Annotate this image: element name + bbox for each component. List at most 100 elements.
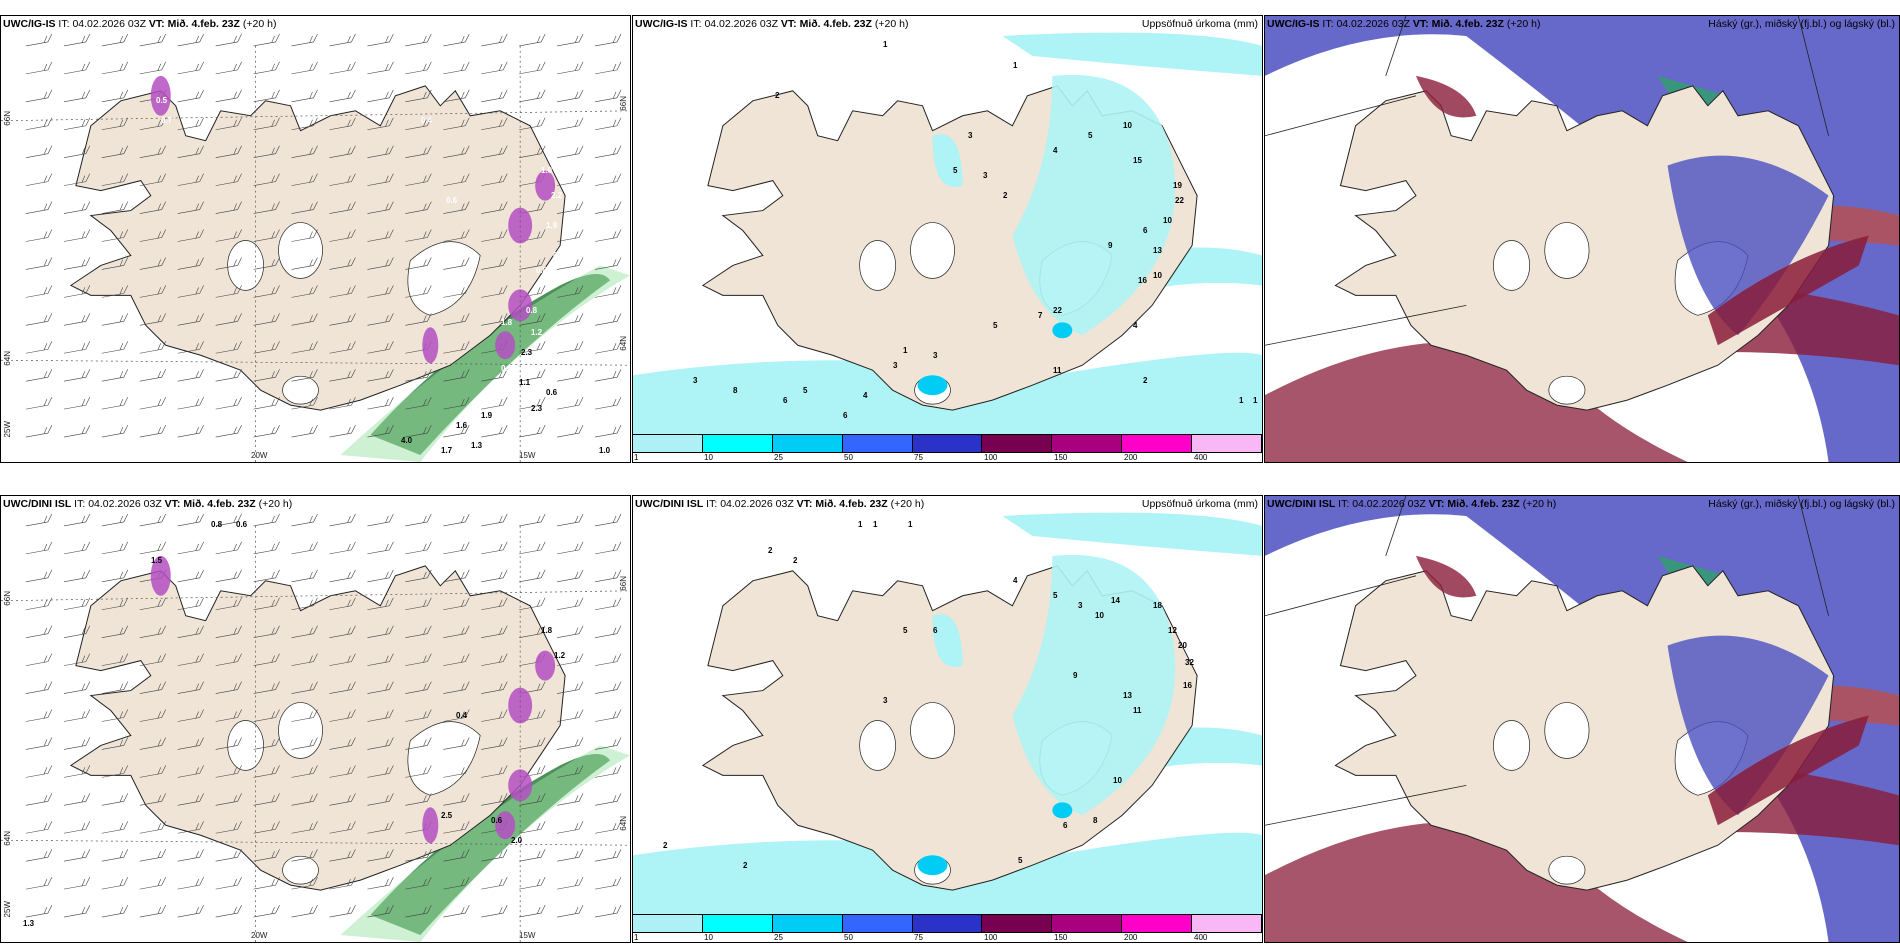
- legend-label: 150: [1054, 453, 1068, 462]
- wind-barb: [329, 904, 356, 918]
- wind-barb: [443, 313, 470, 326]
- wind-barb: [291, 513, 318, 527]
- wind-barb: [291, 765, 318, 778]
- wind-barb: [253, 89, 280, 103]
- wind-barb: [557, 89, 584, 103]
- wind-barb: [25, 681, 53, 694]
- cloud-overlay: [1265, 496, 1869, 826]
- wind-barb: [63, 285, 91, 298]
- wind-barb: [595, 541, 622, 555]
- map-value-label: 8: [1093, 816, 1098, 825]
- wind-barb: [139, 424, 167, 438]
- map-value-label: 0.6: [446, 196, 458, 205]
- wind-barb: [519, 89, 546, 103]
- map-value-label: 1.6: [456, 421, 468, 430]
- wind-barb: [25, 597, 53, 611]
- wind-barb: [291, 849, 318, 862]
- legend-label: 400: [1194, 933, 1208, 942]
- lat-label-64n-left: 64N: [3, 351, 12, 366]
- wind-barb: [519, 513, 546, 527]
- wind-barb: [595, 849, 622, 862]
- wind-barb: [215, 369, 242, 382]
- wind-barb: [291, 173, 318, 186]
- wind-barb: [25, 61, 53, 75]
- map-value-label: 18: [1153, 601, 1162, 610]
- legend-swatch: [1192, 435, 1262, 452]
- wind-barb: [481, 541, 508, 555]
- wind-barb: [367, 257, 394, 270]
- wind-barb: [557, 904, 584, 918]
- wind-barb: [177, 793, 204, 806]
- wind-barb: [595, 201, 622, 214]
- map-value-label: 1.0: [599, 446, 611, 455]
- wind-barb: [139, 313, 167, 326]
- wind-barb: [405, 61, 432, 75]
- map-value-label: 4: [1053, 146, 1058, 155]
- wind-barb: [329, 849, 356, 862]
- wind-barb: [291, 89, 318, 103]
- lead-time: (+20 h): [890, 498, 925, 510]
- wind-barb: [329, 145, 356, 158]
- wind-barb: [367, 313, 394, 326]
- wind-barb: [291, 397, 318, 410]
- wind-barb: [177, 257, 204, 270]
- wind-barb: [63, 369, 91, 382]
- wind-barb: [595, 625, 622, 638]
- wind-barb: [253, 173, 280, 186]
- wind-barb: [557, 709, 584, 722]
- wind-barb: [405, 793, 432, 806]
- wind-barb: [25, 541, 53, 555]
- map-value-label: 5: [803, 386, 808, 395]
- wind-barb: [367, 877, 394, 890]
- wind-barbs: [25, 513, 622, 918]
- wind-barb: [367, 173, 394, 186]
- wind-barb: [595, 397, 622, 410]
- map-value-label: 6: [783, 396, 788, 405]
- wind-barb: [63, 625, 91, 638]
- map-value-label: 0.6: [236, 520, 248, 529]
- map-value-label: 0.6: [491, 816, 503, 825]
- map-value-label: 5: [1088, 131, 1093, 140]
- map-panel-igis-accumulated-precip: UWC/IG-IS IT: 04.02.2026 03Z VT: Mið. 4.…: [632, 15, 1263, 463]
- wind-barb: [101, 145, 129, 158]
- wind-barb: [595, 229, 622, 242]
- wind-barb: [63, 569, 91, 583]
- wind-barb: [481, 257, 508, 270]
- wind-barb: [177, 709, 204, 722]
- wind-barb: [25, 709, 53, 722]
- wind-barb: [177, 173, 204, 186]
- wind-barb: [25, 229, 53, 242]
- wind-barb: [595, 341, 622, 354]
- legend-swatch: [1192, 915, 1262, 932]
- wind-barb: [215, 89, 242, 103]
- wind-barb: [101, 653, 129, 666]
- wind-barb: [253, 877, 280, 890]
- wind-barb: [253, 513, 280, 527]
- map-value-label: 1.5: [151, 556, 163, 565]
- wind-barb: [253, 904, 280, 918]
- wind-barb: [101, 709, 129, 722]
- legend-swatch: [1052, 915, 1123, 932]
- map-value-label: 2.3: [531, 404, 543, 413]
- wind-barb: [329, 61, 356, 75]
- wind-barb: [367, 513, 394, 527]
- wind-barb: [139, 541, 167, 555]
- issue-time-label: IT:: [58, 18, 70, 30]
- wind-barb: [557, 173, 584, 186]
- map-value-label: 20: [1178, 641, 1187, 650]
- wind-barb: [329, 513, 356, 527]
- wind-barb: [215, 681, 242, 694]
- wind-barb: [25, 173, 53, 186]
- map-value-label: 3: [1078, 601, 1083, 610]
- wind-barb: [215, 904, 242, 918]
- wind-barb: [291, 201, 318, 214]
- valid-time: Mið. 4.feb. 23Z: [1447, 498, 1520, 510]
- map-value-label: 1: [858, 520, 863, 529]
- wind-barb: [25, 369, 53, 382]
- issue-time-label: IT:: [74, 498, 86, 510]
- wind-barb: [519, 424, 546, 438]
- valid-time-label: VT:: [148, 18, 165, 30]
- wind-barb: [481, 737, 508, 750]
- wind-barb: [177, 625, 204, 638]
- wind-barb: [63, 89, 91, 103]
